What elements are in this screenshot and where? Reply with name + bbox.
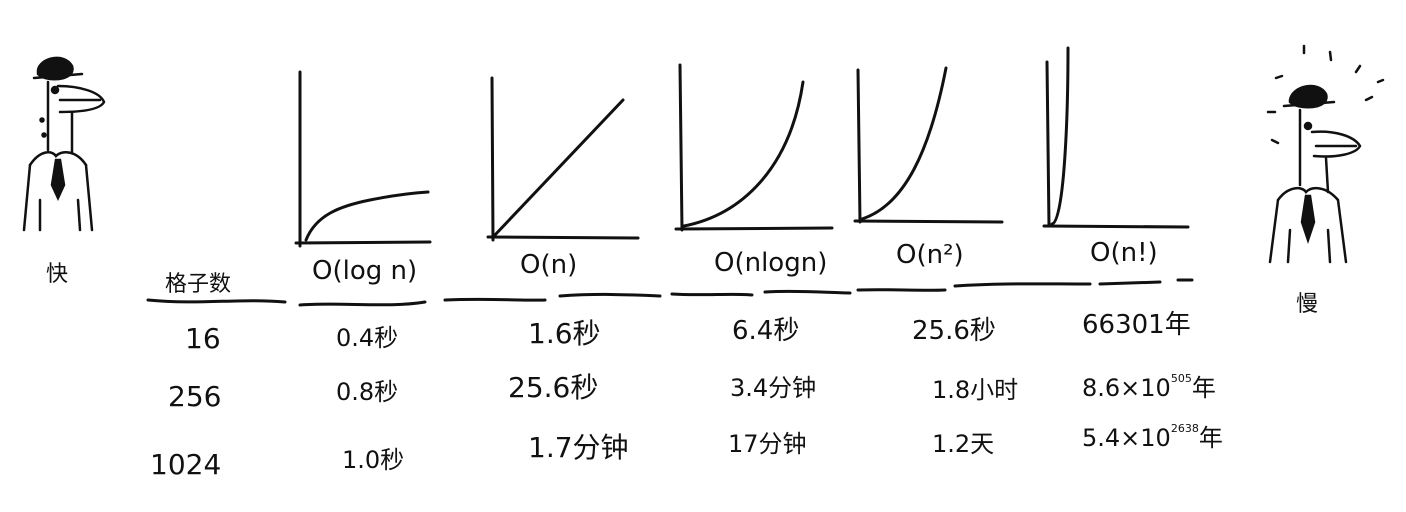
cell-nlogn: 17分钟 [728, 430, 807, 458]
header-rule-1 [146, 298, 287, 304]
cell-factorial: 66301年 [1082, 310, 1191, 340]
graph-log-x-axis [294, 240, 432, 245]
graph-nlogn-y-axis [678, 63, 684, 232]
notation-log: O(log n) [312, 256, 418, 286]
notation-nlogn: O(nlogn) [714, 248, 828, 278]
row-n: 16 [185, 322, 221, 355]
cell-factorial: 5.4×102638年 [1082, 422, 1223, 452]
header-rule-5 [856, 282, 1092, 292]
cell-log: 0.8秒 [336, 378, 399, 406]
cell-nlogn: 6.4秒 [732, 316, 800, 346]
notation-factorial: O(n!) [1090, 238, 1158, 268]
cell-factorial-unit: 年 [1191, 374, 1216, 402]
graph-quadratic-x-axis [853, 219, 1004, 224]
cell-nlogn: 3.4分钟 [730, 374, 817, 402]
header-rule-3 [443, 292, 662, 302]
graph-factorial [1042, 46, 1190, 229]
cell-linear: 1.7分钟 [528, 431, 629, 464]
header-rule-2 [298, 300, 427, 307]
graph-log [294, 70, 432, 248]
graph-log-curve [304, 190, 430, 242]
graph-factorial-y-axis [1045, 60, 1051, 228]
grid-count-header: 格子数 [165, 272, 232, 297]
cell-quadratic: 1.8小时 [932, 376, 1019, 404]
slow-character-illustration [1266, 44, 1385, 264]
graph-linear-y-axis [490, 76, 495, 242]
cell-log: 1.0秒 [342, 446, 405, 474]
header-rule-6 [1098, 278, 1194, 286]
slow-label: 慢 [1296, 292, 1319, 317]
graph-linear-x-axis [486, 235, 640, 240]
cell-factorial-exponent: 2638 [1170, 422, 1199, 435]
cell-log: 0.4秒 [336, 324, 399, 352]
cell-linear: 1.6秒 [528, 317, 601, 350]
cell-factorial-exponent: 505 [1170, 372, 1192, 385]
fast-label: 快 [46, 262, 69, 287]
graph-quadratic [853, 66, 1004, 224]
graph-quadratic-curve [860, 66, 948, 221]
graph-linear-curve [492, 98, 625, 238]
notation-linear: O(n) [520, 250, 578, 280]
cell-quadratic: 1.2天 [932, 430, 995, 458]
graph-nlogn-curve [682, 80, 805, 228]
graph-nlogn [674, 63, 834, 232]
graph-quadratic-y-axis [856, 68, 862, 224]
graph-linear [486, 76, 640, 242]
cell-linear: 25.6秒 [508, 371, 599, 404]
graph-nlogn-x-axis [674, 226, 834, 231]
cell-factorial: 8.6×10505年 [1082, 372, 1216, 402]
cell-factorial-unit: 年 [1198, 424, 1223, 452]
header-rule-4 [670, 289, 852, 297]
graph-factorial-x-axis [1042, 224, 1190, 229]
graph-factorial-curve [1050, 46, 1070, 226]
fast-character-illustration [22, 56, 106, 232]
row-n: 256 [168, 380, 222, 413]
notation-quadratic: O(n²) [896, 240, 964, 270]
row-n: 1024 [150, 448, 222, 481]
cell-quadratic: 25.6秒 [912, 316, 996, 346]
